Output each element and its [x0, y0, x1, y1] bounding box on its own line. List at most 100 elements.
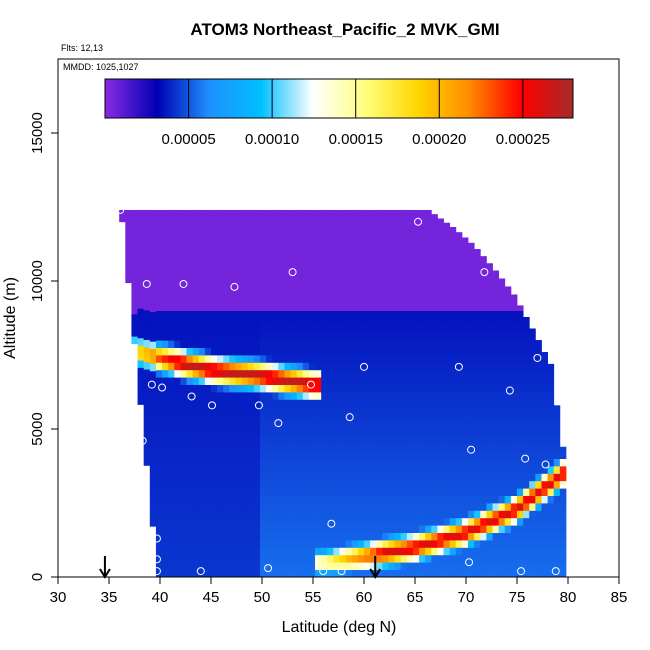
heatmap-cell — [180, 244, 187, 252]
heatmap-cell — [541, 355, 548, 363]
heatmap-cell — [315, 332, 322, 341]
heatmap-cell — [455, 429, 463, 437]
heatmap-cell — [186, 540, 194, 548]
heatmap-cell — [186, 295, 194, 304]
heatmap-cell — [155, 458, 163, 467]
heatmap-cell — [327, 236, 334, 245]
heatmap-cell — [180, 303, 187, 311]
heatmap-cell — [455, 303, 463, 311]
heatmap-cell — [162, 273, 169, 282]
heatmap-cell — [198, 209, 206, 215]
heatmap-cell — [155, 295, 163, 304]
heatmap-cell — [510, 295, 518, 304]
heatmap-cell — [523, 429, 530, 437]
heatmap-cell — [480, 406, 487, 415]
heatmap-cell — [259, 562, 267, 570]
heatmap-cell — [266, 554, 273, 563]
heatmap-cell — [364, 377, 371, 385]
heatmap-cell — [321, 443, 328, 452]
heatmap-cell — [174, 451, 181, 459]
heatmap-cell — [333, 251, 340, 260]
heatmap-cell — [547, 547, 555, 556]
heatmap-cell — [155, 229, 163, 237]
heatmap-cell — [247, 362, 255, 371]
heatmap-cell — [272, 532, 279, 541]
heatmap-cell — [364, 355, 371, 363]
heatmap-cell — [168, 244, 175, 252]
heatmap-cell — [327, 214, 334, 223]
heatmap-cell — [535, 414, 542, 422]
heatmap-cell — [186, 525, 194, 533]
heatmap-cell — [229, 384, 236, 393]
heatmap-cell — [198, 547, 206, 556]
heatmap-cell — [296, 214, 304, 223]
heatmap-cell — [553, 510, 561, 519]
heatmap-cell — [217, 414, 224, 422]
heatmap-cell — [394, 547, 402, 556]
heatmap-cell — [186, 325, 194, 334]
heatmap-cell — [345, 318, 353, 326]
heatmap-cell — [259, 414, 267, 422]
heatmap-cell — [474, 466, 481, 474]
heatmap-cell — [382, 273, 389, 282]
heatmap-cell — [308, 273, 316, 282]
heatmap-cell — [437, 466, 444, 474]
heatmap-cell — [364, 436, 371, 445]
heatmap-cell — [186, 473, 194, 482]
heatmap-cell — [370, 236, 377, 245]
heatmap-cell — [498, 369, 506, 378]
heatmap-cell — [272, 399, 279, 408]
heatmap-cell — [137, 263, 145, 272]
heatmap-cell — [425, 384, 432, 393]
heatmap-cell — [364, 569, 371, 578]
heatmap-cell — [259, 480, 267, 489]
heatmap-cell — [510, 325, 518, 334]
heatmap-cell — [382, 495, 389, 504]
x-tick-label: 85 — [611, 589, 628, 606]
heatmap-cell — [131, 254, 138, 263]
heatmap-cell — [468, 332, 475, 341]
heatmap-cell — [302, 532, 310, 541]
heatmap-cell — [290, 443, 298, 452]
heatmap-cell — [284, 517, 291, 526]
heatmap-cell — [272, 562, 279, 570]
heatmap-cell — [302, 466, 310, 474]
heatmap-cell — [266, 503, 273, 511]
heatmap-cell — [425, 310, 432, 319]
heatmap-cell — [223, 495, 230, 504]
heatmap-cell — [235, 532, 242, 541]
heatmap-cell — [259, 473, 267, 482]
heatmap-cell — [535, 554, 542, 563]
heatmap-cell — [174, 562, 181, 570]
heatmap-cell — [131, 291, 138, 300]
heatmap-cell — [327, 318, 334, 326]
heatmap-cell — [204, 488, 212, 496]
heatmap-cell — [412, 562, 420, 570]
heatmap-cell — [327, 347, 334, 356]
heatmap-cell — [174, 236, 181, 245]
heatmap-cell — [400, 303, 408, 311]
heatmap-cell — [345, 480, 353, 489]
heatmap-cell — [180, 236, 187, 245]
heatmap-cell — [143, 413, 151, 422]
heatmap-cell — [388, 458, 395, 467]
heatmap-cell — [259, 406, 267, 415]
heatmap-cell — [376, 258, 383, 267]
heatmap-cell — [357, 517, 365, 526]
heatmap-cell — [559, 488, 567, 496]
heatmap-cell — [419, 503, 426, 511]
heatmap-cell — [382, 340, 389, 348]
heatmap-cell — [241, 236, 249, 245]
heatmap-cell — [229, 221, 236, 230]
heatmap-cell — [382, 251, 389, 260]
heatmap-cell — [321, 525, 328, 533]
heatmap-cell — [308, 258, 316, 267]
heatmap-cell — [480, 414, 487, 422]
heatmap-cell — [155, 540, 163, 548]
heatmap-cell — [253, 532, 261, 541]
heatmap-cell — [510, 547, 518, 556]
heatmap-cell — [468, 273, 475, 282]
heatmap-cell — [474, 251, 481, 260]
heatmap-cell — [229, 517, 236, 526]
heatmap-cell — [143, 346, 151, 355]
